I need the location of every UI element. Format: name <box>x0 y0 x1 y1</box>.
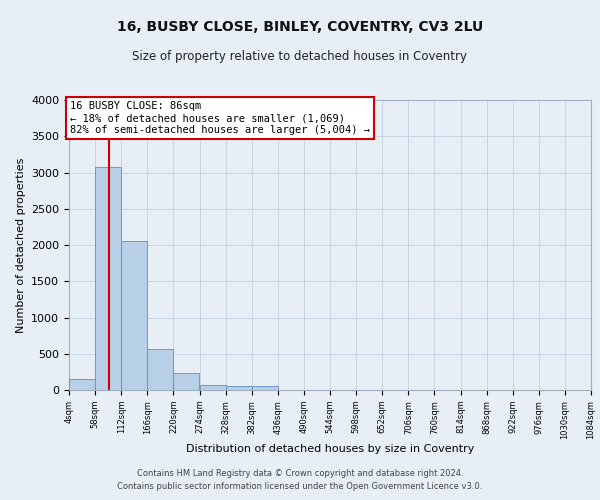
Text: Contains HM Land Registry data © Crown copyright and database right 2024.: Contains HM Land Registry data © Crown c… <box>137 468 463 477</box>
Y-axis label: Number of detached properties: Number of detached properties <box>16 158 26 332</box>
Bar <box>121 242 148 390</box>
Bar <box>173 374 199 390</box>
Text: 16, BUSBY CLOSE, BINLEY, COVENTRY, CV3 2LU: 16, BUSBY CLOSE, BINLEY, COVENTRY, CV3 2… <box>117 20 483 34</box>
Bar <box>226 386 252 390</box>
Text: Size of property relative to detached houses in Coventry: Size of property relative to detached ho… <box>133 50 467 63</box>
Bar <box>252 386 278 390</box>
X-axis label: Distribution of detached houses by size in Coventry: Distribution of detached houses by size … <box>186 444 474 454</box>
Bar <box>148 350 173 390</box>
Bar <box>95 168 121 390</box>
Text: 16 BUSBY CLOSE: 86sqm
← 18% of detached houses are smaller (1,069)
82% of semi-d: 16 BUSBY CLOSE: 86sqm ← 18% of detached … <box>70 102 370 134</box>
Text: Contains public sector information licensed under the Open Government Licence v3: Contains public sector information licen… <box>118 482 482 491</box>
Bar <box>199 384 226 390</box>
Bar <box>69 379 95 390</box>
